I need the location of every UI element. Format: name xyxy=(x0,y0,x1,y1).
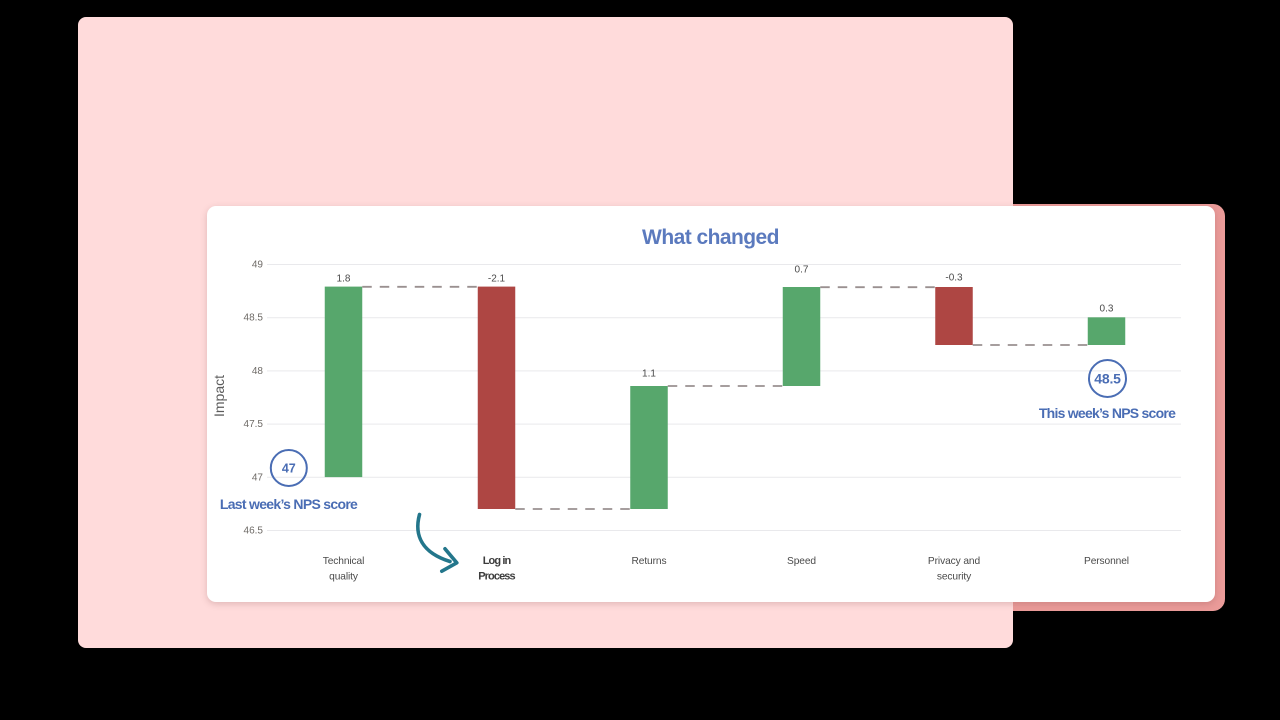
svg-text:Log in: Log in xyxy=(483,555,512,567)
svg-text:46.5: 46.5 xyxy=(244,526,264,537)
svg-text:security: security xyxy=(937,572,972,583)
svg-text:What changed: What changed xyxy=(642,226,779,249)
svg-text:This week’s NPS score: This week’s NPS score xyxy=(1039,405,1176,421)
svg-text:47: 47 xyxy=(282,462,296,476)
svg-text:Process: Process xyxy=(478,571,515,583)
svg-text:Impact: Impact xyxy=(211,375,227,417)
svg-text:49: 49 xyxy=(252,260,264,271)
svg-text:Speed: Speed xyxy=(787,556,816,567)
svg-text:-2.1: -2.1 xyxy=(488,274,506,285)
svg-text:47.5: 47.5 xyxy=(244,419,264,430)
svg-text:0.7: 0.7 xyxy=(795,265,809,276)
svg-text:48.5: 48.5 xyxy=(244,313,264,324)
svg-text:quality: quality xyxy=(329,572,359,583)
svg-text:1.8: 1.8 xyxy=(337,274,351,285)
svg-text:Returns: Returns xyxy=(632,556,667,567)
svg-text:48: 48 xyxy=(252,366,264,377)
svg-text:Technical: Technical xyxy=(323,556,365,567)
svg-text:0.3: 0.3 xyxy=(1100,304,1114,315)
svg-text:1.1: 1.1 xyxy=(642,369,656,380)
svg-text:48.5: 48.5 xyxy=(1094,371,1121,387)
svg-text:Personnel: Personnel xyxy=(1084,556,1129,567)
svg-text:Last week’s NPS score: Last week’s NPS score xyxy=(220,496,358,512)
svg-text:-0.3: -0.3 xyxy=(945,273,963,284)
svg-text:Privacy and: Privacy and xyxy=(928,556,981,567)
svg-text:47: 47 xyxy=(252,472,264,483)
